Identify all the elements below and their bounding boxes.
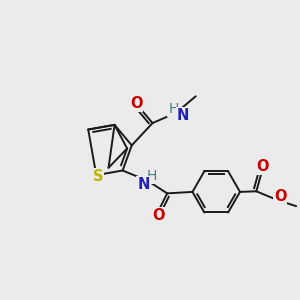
Text: O: O xyxy=(152,208,164,223)
Text: H: H xyxy=(168,102,178,116)
Text: S: S xyxy=(92,169,103,184)
Text: N: N xyxy=(177,107,189,122)
Text: N: N xyxy=(137,177,150,192)
Text: O: O xyxy=(274,189,286,204)
Text: O: O xyxy=(130,96,142,111)
Text: H: H xyxy=(147,169,157,182)
Text: O: O xyxy=(256,159,268,174)
